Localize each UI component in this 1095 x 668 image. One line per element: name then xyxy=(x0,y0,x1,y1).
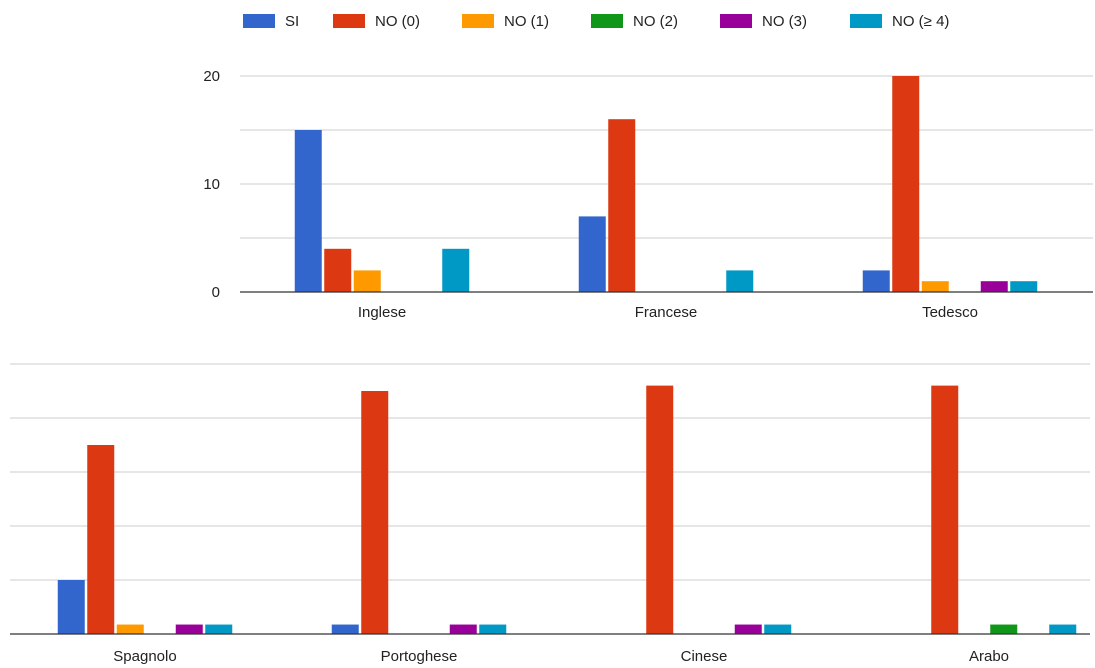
bar-cinese-no-4 xyxy=(764,624,792,634)
legend-label-no-2: NO (2) xyxy=(633,13,678,30)
bar-portoghese-no-3 xyxy=(449,624,477,634)
bar-spagnolo-no-4 xyxy=(205,624,233,634)
bar-francese-no-4 xyxy=(726,270,754,292)
axis-labels: 0 10 20 Inglese Francese Tedesco Spagnolo Porto… xyxy=(113,68,1009,665)
x-tick-label-francese: Francese xyxy=(635,304,698,321)
x-tick-label-arabo: Arabo xyxy=(969,648,1009,665)
legend-swatch-si xyxy=(243,14,275,28)
legend-label-no-4: NO (≥ 4) xyxy=(892,13,949,30)
bar-arabo-no-4 xyxy=(1049,624,1077,634)
bar-spagnolo-no-0 xyxy=(87,445,115,634)
legend-label-no-0: NO (0) xyxy=(375,13,420,30)
legend-label-no-3: NO (3) xyxy=(762,13,807,30)
bar-tedesco-no-1 xyxy=(921,281,949,292)
bar-spagnolo-no-3 xyxy=(175,624,203,634)
bar-tedesco-no-0 xyxy=(892,76,920,292)
x-tick-label-spagnolo: Spagnolo xyxy=(113,648,176,665)
legend-swatch-no-0 xyxy=(333,14,365,28)
x-tick-label-portoghese: Portoghese xyxy=(381,648,458,665)
y-tick-label: 0 xyxy=(212,284,220,301)
bar-spagnolo-no-1 xyxy=(116,624,144,634)
legend-swatch-no-3 xyxy=(720,14,752,28)
bar-arabo-no-2 xyxy=(990,624,1018,634)
x-tick-label-inglese: Inglese xyxy=(358,304,406,321)
legend-swatch-no-2 xyxy=(591,14,623,28)
bar-francese-si xyxy=(578,216,606,292)
chart-legend: SI NO (0) NO (1) NO (2) NO (3) NO (≥ 4) xyxy=(243,13,949,30)
bar-inglese-no-1 xyxy=(353,270,381,292)
bar-spagnolo-si xyxy=(57,580,85,634)
y-tick-label: 10 xyxy=(203,176,220,193)
bar-tedesco-no-4 xyxy=(1010,281,1038,292)
bar-inglese-no-0 xyxy=(324,248,352,292)
bar-arabo-no-0 xyxy=(931,385,959,634)
bar-cinese-no-0 xyxy=(646,385,674,634)
bar-portoghese-si xyxy=(331,624,359,634)
bars xyxy=(57,76,1077,634)
x-tick-label-tedesco: Tedesco xyxy=(922,304,978,321)
bar-tedesco-si xyxy=(862,270,890,292)
legend-swatch-no-1 xyxy=(462,14,494,28)
bar-francese-no-0 xyxy=(608,119,636,292)
legend-swatch-no-4 xyxy=(850,14,882,28)
legend-label-si: SI xyxy=(285,13,299,30)
bar-portoghese-no-4 xyxy=(479,624,507,634)
legend-label-no-1: NO (1) xyxy=(504,13,549,30)
bar-tedesco-no-3 xyxy=(980,281,1008,292)
bar-cinese-no-3 xyxy=(734,624,762,634)
grid-lines xyxy=(10,75,1093,581)
x-tick-label-cinese: Cinese xyxy=(681,648,728,665)
axes xyxy=(10,291,1093,635)
bar-portoghese-no-0 xyxy=(361,391,389,634)
bar-inglese-no-4 xyxy=(442,248,470,292)
y-tick-label: 20 xyxy=(203,68,220,85)
bar-inglese-si xyxy=(294,130,322,292)
